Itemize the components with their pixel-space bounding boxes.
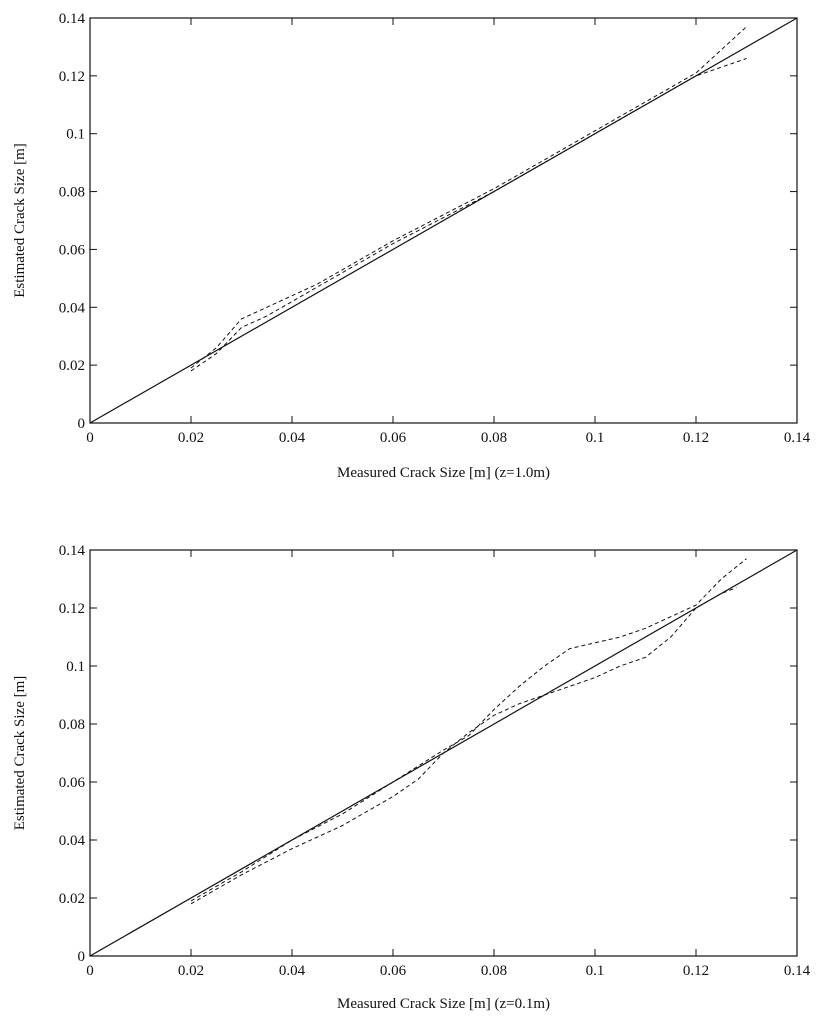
y-tick-label: 0.12 xyxy=(59,601,85,617)
x-tick-label: 0.1 xyxy=(586,430,605,446)
y-tick-label: 0.04 xyxy=(59,833,86,849)
x-tick-label: 0 xyxy=(86,430,94,446)
y-tick-label: 0.02 xyxy=(59,891,85,907)
y-tick-label: 0.14 xyxy=(59,11,86,27)
y-axis-label: Estimated Crack Size [m] xyxy=(12,676,28,831)
y-tick-label: 0.08 xyxy=(59,717,85,733)
y-tick-label: 0.06 xyxy=(59,242,86,258)
y-tick-label: 0.06 xyxy=(59,775,86,791)
x-tick-label: 0 xyxy=(86,963,94,979)
y-tick-label: 0.04 xyxy=(59,300,86,316)
x-tick-label: 0.06 xyxy=(380,430,407,446)
x-tick-label: 0.12 xyxy=(683,963,709,979)
y-tick-label: 0.1 xyxy=(66,127,85,143)
x-tick-label: 0.08 xyxy=(481,963,507,979)
y-tick-label: 0.1 xyxy=(66,659,85,675)
y-tick-label: 0.02 xyxy=(59,358,85,374)
chart-bottom: 0 0.02 0.04 0.06 0.08 0.1 0.12 0.14 0 0.02 0.04 0.0… xyxy=(12,543,811,1012)
x-tick-label: 0.1 xyxy=(586,963,605,979)
x-tick-label: 0.04 xyxy=(279,963,306,979)
x-tick-label: 0.12 xyxy=(683,430,709,446)
dashed-series-2 xyxy=(190,58,747,372)
x-tick-label: 0.02 xyxy=(178,430,204,446)
y-axis-label: Estimated Crack Size [m] xyxy=(12,143,28,298)
y-tick-label: 0.14 xyxy=(59,543,86,559)
x-tick-label: 0.14 xyxy=(784,963,811,979)
y-tick-label: 0 xyxy=(78,416,86,432)
plot-frame xyxy=(89,549,798,957)
dashed-series-2 xyxy=(190,587,737,905)
x-axis-label: Measured Crack Size [m] (z=0.1m) xyxy=(337,996,550,1012)
x-axis-label: Measured Crack Size [m] (z=1.0m) xyxy=(337,465,550,481)
x-tick-label: 0.08 xyxy=(481,430,507,446)
x-tick-label: 0.06 xyxy=(380,963,407,979)
y-tick-label: 0.12 xyxy=(59,69,85,85)
x-tick-label: 0.02 xyxy=(178,963,204,979)
dashed-series-1 xyxy=(190,26,747,369)
x-tick-label: 0.04 xyxy=(279,430,306,446)
dashed-series-1 xyxy=(190,558,747,902)
plot-frame xyxy=(89,17,798,424)
chart-top: 0 0.02 0.04 0.06 0.08 0.1 0.12 0.14 0 0.02 0.04 0.0… xyxy=(12,11,811,481)
y-tick-label: 0.08 xyxy=(59,185,85,201)
y-tick-label: 0 xyxy=(78,949,86,965)
x-tick-label: 0.14 xyxy=(784,430,811,446)
reference-line xyxy=(89,17,798,424)
